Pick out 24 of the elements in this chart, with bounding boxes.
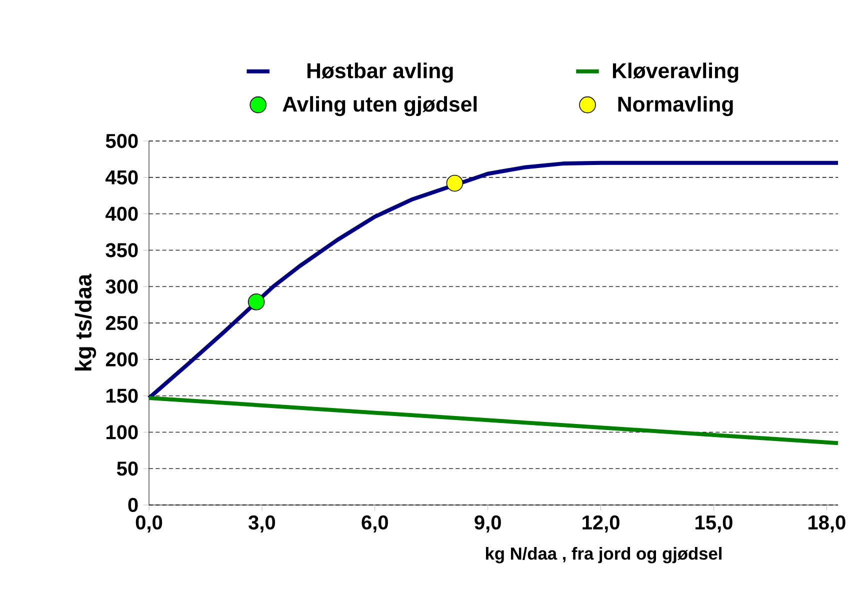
x-tick-label: 3,0 xyxy=(248,515,276,532)
legend-label: Avling uten gjødsel xyxy=(282,96,477,116)
y-tick-label: 500 xyxy=(106,134,138,148)
x-tick-label: 15,0 xyxy=(696,515,732,532)
y-tick-label: 200 xyxy=(106,352,138,366)
y-tick-label: 450 xyxy=(106,170,138,184)
y-tick-label: 50 xyxy=(116,462,138,476)
x-tick-label: 12,0 xyxy=(582,515,620,532)
y-tick-label: 150 xyxy=(106,388,138,403)
y-tick-label: 400 xyxy=(106,206,138,221)
x-tick-label: 6,0 xyxy=(362,515,388,532)
x-axis-title: kg N/daa , fra jord og gjødsel xyxy=(486,547,722,564)
x-tick-label: 18,0 xyxy=(808,515,846,532)
y-tick-label: 300 xyxy=(106,279,138,294)
legend-label: Kløveravling xyxy=(612,62,738,83)
y-tick-label: 100 xyxy=(106,425,138,440)
y-axis-title: kg ts/daa xyxy=(74,274,96,371)
y-tick-label: 350 xyxy=(106,243,138,258)
legend-label: Normavling xyxy=(618,96,733,116)
x-tick-label: 0,0 xyxy=(136,515,162,532)
y-tick-label: 0 xyxy=(128,498,138,512)
y-tick-label: 250 xyxy=(106,316,138,330)
legend-label: Høstbar avling xyxy=(307,62,453,83)
x-tick-label: 9,0 xyxy=(474,515,501,532)
